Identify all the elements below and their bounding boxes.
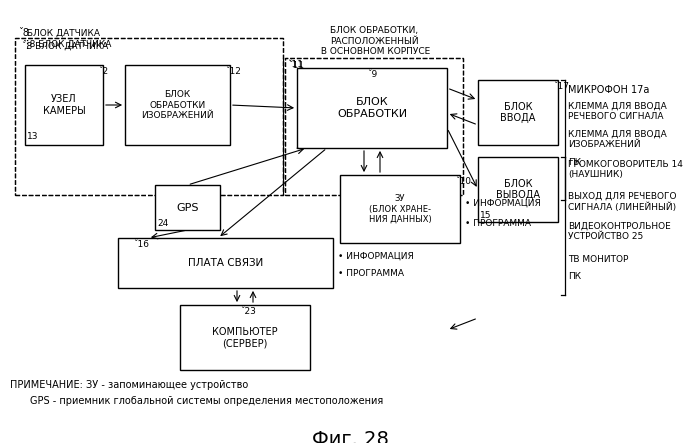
Text: ˇ10: ˇ10 bbox=[455, 177, 471, 186]
Bar bbox=[155, 185, 220, 230]
Text: ˇ8 БЛОК ДАТЧИКА: ˇ8 БЛОК ДАТЧИКА bbox=[22, 42, 108, 51]
Text: ˇ16: ˇ16 bbox=[133, 240, 149, 249]
Text: КОМПЬЮТЕР
(СЕРВЕР): КОМПЬЮТЕР (СЕРВЕР) bbox=[212, 326, 278, 348]
Text: ˇ17: ˇ17 bbox=[553, 82, 569, 91]
Text: 13: 13 bbox=[27, 132, 38, 141]
Text: ˇ8: ˇ8 bbox=[18, 28, 29, 38]
Text: • ПРОГРАММА: • ПРОГРАММА bbox=[465, 218, 531, 228]
Text: ⢙8 БЛОК ДАТЧИКА: ⢙8 БЛОК ДАТЧИКА bbox=[23, 40, 111, 49]
Text: ГРОМКОГОВОРИТЕЛЬ 14
(НАУШНИК): ГРОМКОГОВОРИТЕЛЬ 14 (НАУШНИК) bbox=[568, 160, 683, 179]
Text: БЛОК ДАТЧИКА: БЛОК ДАТЧИКА bbox=[24, 29, 100, 38]
Text: • ПРОГРАММА: • ПРОГРАММА bbox=[338, 269, 404, 279]
Text: БЛОК
ВВОДА: БЛОК ВВОДА bbox=[500, 102, 536, 123]
Text: ВЫХОД ДЛЯ РЕЧЕВОГО
СИГНАЛА (ЛИНЕЙНЫЙ): ВЫХОД ДЛЯ РЕЧЕВОГО СИГНАЛА (ЛИНЕЙНЫЙ) bbox=[568, 192, 676, 212]
Bar bbox=[340, 175, 460, 243]
Text: ПЛАТА СВЯЗИ: ПЛАТА СВЯЗИ bbox=[188, 258, 263, 268]
Text: БЛОК
ВЫВОДА: БЛОК ВЫВОДА bbox=[496, 179, 540, 200]
Bar bbox=[125, 65, 230, 145]
Text: ˇ9: ˇ9 bbox=[367, 70, 377, 79]
Text: ˇ11: ˇ11 bbox=[287, 60, 303, 69]
Bar bbox=[297, 68, 447, 148]
Text: GPS: GPS bbox=[176, 202, 199, 213]
Text: Фиг. 28: Фиг. 28 bbox=[312, 430, 388, 443]
Text: ПК: ПК bbox=[568, 272, 581, 281]
Text: • ИНФОРМАЦИЯ: • ИНФОРМАЦИЯ bbox=[338, 252, 414, 260]
Text: БЛОК
ОБРАБОТКИ
ИЗОБРАЖЕНИЙ: БЛОК ОБРАБОТКИ ИЗОБРАЖЕНИЙ bbox=[141, 90, 214, 120]
Text: КЛЕММА ДЛЯ ВВОДА
РЕЧЕВОГО СИГНАЛА: КЛЕММА ДЛЯ ВВОДА РЕЧЕВОГО СИГНАЛА bbox=[568, 102, 666, 121]
Text: 24: 24 bbox=[157, 219, 168, 228]
Bar bbox=[285, 58, 463, 195]
Text: ˇ2: ˇ2 bbox=[98, 67, 108, 76]
Text: ПРИМЕЧАНИЕ: ЗУ - запоминающее устройство: ПРИМЕЧАНИЕ: ЗУ - запоминающее устройство bbox=[10, 380, 248, 390]
Text: ПК: ПК bbox=[568, 158, 581, 167]
Text: ˇ23: ˇ23 bbox=[240, 307, 256, 316]
Bar bbox=[118, 238, 333, 288]
Text: МИКРОФОН 17а: МИКРОФОН 17а bbox=[568, 85, 650, 95]
Text: 15: 15 bbox=[480, 211, 491, 220]
Text: GPS - приемник глобальной системы определения местоположения: GPS - приемник глобальной системы опреде… bbox=[30, 396, 384, 406]
Text: ВИДЕОКОНТРОЛЬНОЕ
УСТРОЙСТВО 25: ВИДЕОКОНТРОЛЬНОЕ УСТРОЙСТВО 25 bbox=[568, 222, 671, 241]
Text: ЗУ
(БЛОК ХРАНЕ-
НИЯ ДАННЫХ): ЗУ (БЛОК ХРАНЕ- НИЯ ДАННЫХ) bbox=[369, 194, 431, 224]
Text: ˇ11: ˇ11 bbox=[288, 61, 304, 70]
Text: БЛОК
ОБРАБОТКИ: БЛОК ОБРАБОТКИ bbox=[337, 97, 407, 119]
Text: БЛОК ОБРАБОТКИ,
РАСПОЛОЖЕННЫЙ
 В ОСНОВНОМ КОРПУСЕ: БЛОК ОБРАБОТКИ, РАСПОЛОЖЕННЫЙ В ОСНОВНОМ… bbox=[318, 26, 430, 56]
Bar bbox=[180, 305, 310, 370]
Text: ˇ12: ˇ12 bbox=[225, 67, 241, 76]
Text: УЗЕЛ
КАМЕРЫ: УЗЕЛ КАМЕРЫ bbox=[43, 94, 85, 116]
Text: ТВ МОНИТОР: ТВ МОНИТОР bbox=[568, 255, 629, 264]
Bar bbox=[478, 80, 558, 145]
Bar bbox=[15, 38, 283, 195]
Text: • ИНФОРМАЦИЯ: • ИНФОРМАЦИЯ bbox=[465, 198, 540, 207]
Bar bbox=[25, 65, 103, 145]
Bar bbox=[15, 38, 283, 195]
Bar bbox=[285, 58, 463, 195]
Text: КЛЕММА ДЛЯ ВВОДА
ИЗОБРАЖЕНИЙ: КЛЕММА ДЛЯ ВВОДА ИЗОБРАЖЕНИЙ bbox=[568, 130, 666, 149]
Bar bbox=[478, 157, 558, 222]
